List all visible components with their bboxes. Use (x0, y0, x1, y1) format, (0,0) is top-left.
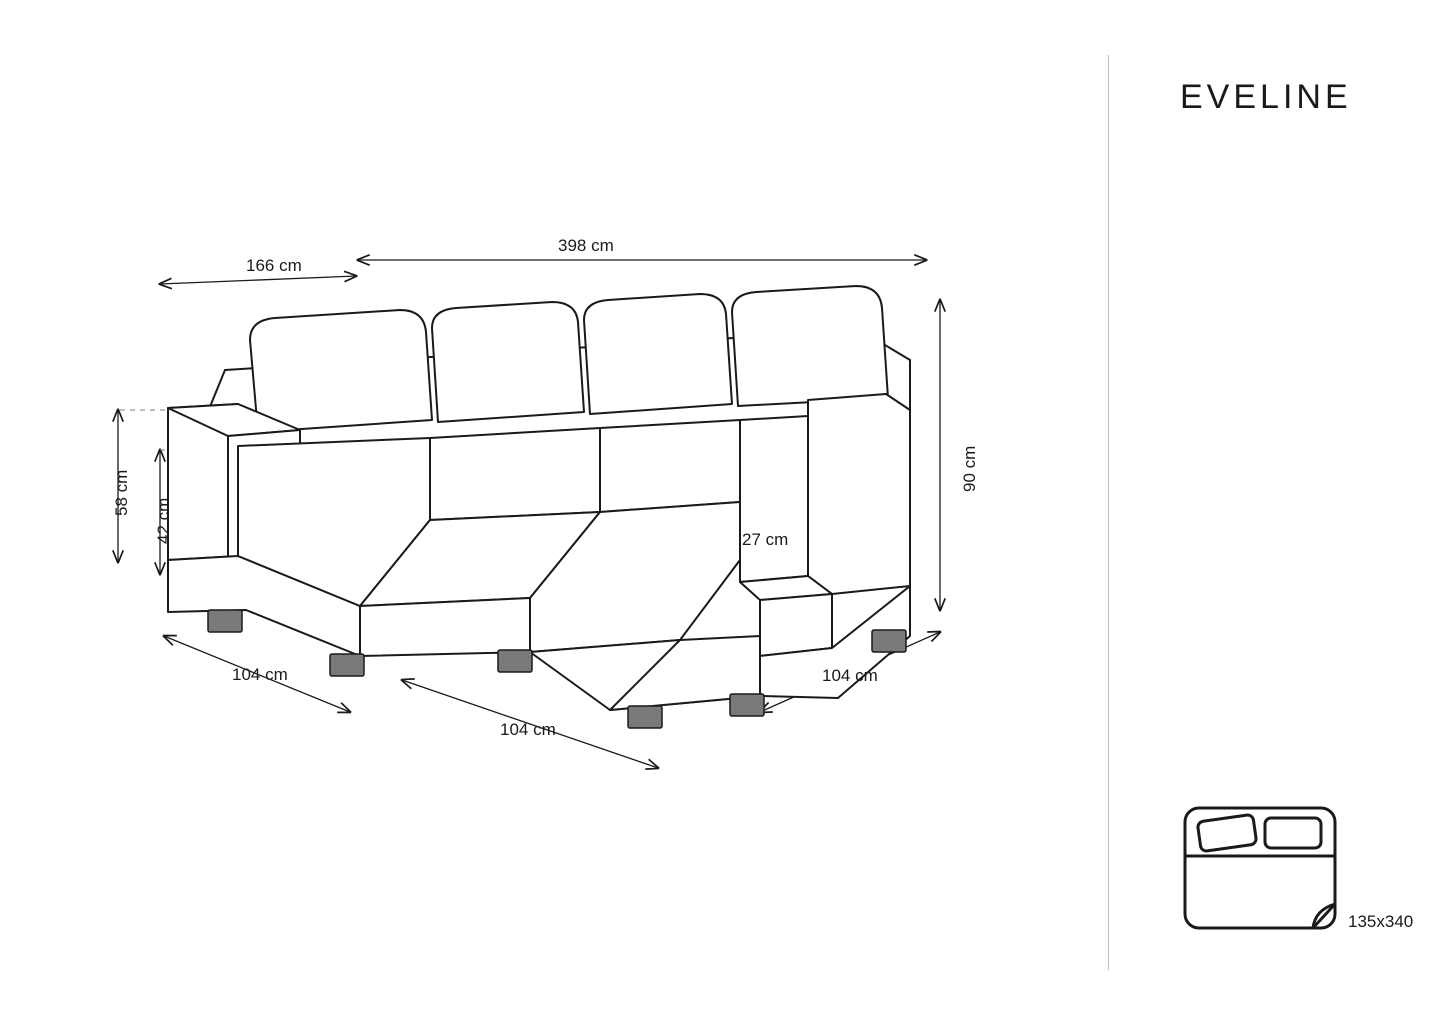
dim-398: 398 cm (558, 236, 614, 256)
dim-90: 90 cm (960, 446, 980, 492)
dim-104m: 104 cm (500, 720, 556, 740)
sofa-drawing (0, 0, 1448, 1024)
dim-58: 58 cm (112, 470, 132, 516)
dim-104r: 104 cm (822, 666, 878, 686)
dim-166: 166 cm (246, 256, 302, 276)
dim-27: 27 cm (742, 530, 788, 550)
dim-42: 42 cm (154, 498, 174, 544)
dim-104l: 104 cm (232, 665, 288, 685)
bed-size-caption: 135x340 (1348, 912, 1413, 932)
